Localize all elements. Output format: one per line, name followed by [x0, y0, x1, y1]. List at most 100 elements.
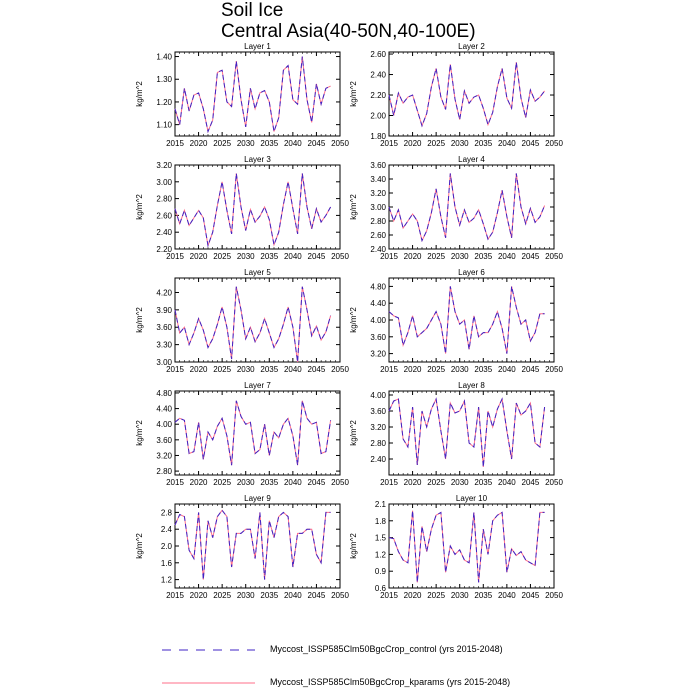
x-tick-label: 2025 [427, 478, 445, 487]
y-tick-label: 4.20 [156, 288, 172, 297]
x-tick-label: 2015 [380, 591, 398, 600]
y-tick-label: 4.40 [156, 405, 172, 414]
y-axis-label: kg/m^2 [349, 194, 358, 220]
x-tick-label: 2050 [331, 591, 349, 600]
x-tick-label: 2020 [190, 478, 208, 487]
y-tick-label: 2.80 [370, 439, 386, 448]
panel-title: Layer 4 [458, 155, 485, 164]
x-tick-label: 2050 [331, 478, 349, 487]
y-tick-label: 2.40 [156, 228, 172, 237]
y-tick-label: 2.4 [161, 525, 173, 534]
x-tick-label: 2045 [522, 365, 540, 374]
series-line-control [388, 173, 546, 243]
x-tick-label: 2040 [498, 478, 516, 487]
x-tick-label: 2040 [284, 365, 302, 374]
x-tick-label: 2040 [284, 252, 302, 261]
series-line-kparams [388, 397, 546, 468]
x-tick-label: 2050 [545, 139, 563, 148]
x-tick-label: 2025 [427, 139, 445, 148]
y-tick-label: 3.40 [370, 175, 386, 184]
x-tick-label: 2020 [404, 139, 422, 148]
x-tick-label: 2040 [498, 365, 516, 374]
y-tick-label: 2.1 [375, 500, 387, 509]
y-tick-label: 3.00 [156, 178, 172, 187]
panel-layer-5: Layer 5 kg/m^2 2015 2020 2025 2030 2035 2040 204… [135, 268, 349, 374]
series-line-control [174, 56, 331, 134]
x-tick-label: 2040 [498, 252, 516, 261]
series-line-control [388, 62, 545, 128]
x-tick-label: 2045 [522, 252, 540, 261]
y-tick-label: 2.80 [156, 195, 172, 204]
series-line-control [174, 509, 331, 580]
series-line-control [388, 286, 545, 354]
panel-frame [388, 164, 555, 250]
panel-layer-10: Layer 10 kg/m^2 2015 2020 2025 2030 2035 2040 20… [349, 494, 563, 600]
y-tick-label: 2.20 [370, 91, 386, 100]
x-tick-label: 2035 [260, 365, 278, 374]
chart-title-block: Soil Ice Central Asia(40-50N,40-100E) [221, 0, 476, 42]
x-tick-label: 2050 [545, 252, 563, 261]
x-tick-label: 2030 [451, 365, 469, 374]
y-tick-label: 1.5 [375, 534, 387, 543]
panel-layer-3: Layer 3 kg/m^2 2015 2020 2025 2030 2035 2040 204… [135, 155, 349, 261]
panel-layer-6: Layer 6 kg/m^2 2015 2020 2025 2030 2035 2040 204… [349, 268, 563, 374]
x-tick-label: 2050 [545, 591, 563, 600]
x-tick-label: 2025 [427, 252, 445, 261]
x-tick-label: 2020 [404, 252, 422, 261]
x-tick-label: 2035 [260, 252, 278, 261]
x-tick-label: 2015 [166, 365, 184, 374]
y-tick-label: 2.40 [370, 71, 386, 80]
panel-layer-8: Layer 8 kg/m^2 2015 2020 2025 2030 2035 2040 204… [349, 381, 563, 487]
series-line-control [174, 286, 332, 363]
panel-frame [174, 390, 341, 476]
series-line-control [174, 400, 332, 466]
y-tick-label: 1.2 [375, 550, 387, 559]
x-tick-label: 2030 [451, 478, 469, 487]
panel-layer-7: Layer 7 kg/m^2 2015 2020 2025 2030 2035 2040 204… [135, 381, 349, 487]
y-tick-label: 3.00 [370, 203, 386, 212]
x-tick-label: 2015 [380, 478, 398, 487]
x-tick-label: 2050 [545, 365, 563, 374]
panel-frame [388, 503, 555, 589]
y-tick-label: 2.00 [370, 112, 386, 121]
y-tick-label: 2.80 [370, 217, 386, 226]
y-tick-label: 2.0 [161, 542, 173, 551]
panel-title: Layer 5 [244, 268, 271, 277]
x-tick-label: 2030 [237, 591, 255, 600]
x-tick-label: 2015 [166, 478, 184, 487]
x-tick-label: 2020 [404, 478, 422, 487]
y-axis-label: kg/m^2 [135, 420, 144, 446]
series-line-control [388, 510, 545, 583]
panel-layer-2: Layer 2 kg/m^2 2015 2020 2025 2030 2035 2040 204… [349, 42, 563, 148]
panel-frame [174, 51, 341, 137]
panel-title: Layer 1 [244, 42, 271, 51]
y-tick-label: 3.60 [370, 161, 386, 170]
y-tick-label: 3.90 [156, 306, 172, 315]
panel-layer-9: Layer 9 kg/m^2 2015 2020 2025 2030 2035 2040 204… [135, 494, 349, 600]
series-line-control [174, 173, 332, 248]
y-tick-label: 1.6 [161, 559, 173, 568]
panel-title: Layer 7 [244, 381, 271, 390]
y-tick-label: 1.20 [156, 98, 172, 107]
y-tick-label: 4.00 [156, 420, 172, 429]
y-tick-label: 3.20 [370, 423, 386, 432]
x-tick-label: 2035 [474, 478, 492, 487]
panel-frame [174, 277, 341, 363]
y-tick-label: 4.40 [370, 299, 386, 308]
x-tick-label: 2045 [308, 252, 326, 261]
y-tick-label: 3.60 [156, 436, 172, 445]
x-tick-label: 2025 [213, 252, 231, 261]
x-tick-label: 2020 [190, 591, 208, 600]
x-tick-label: 2030 [451, 139, 469, 148]
y-tick-label: 3.20 [156, 451, 172, 460]
y-tick-label: 2.60 [370, 50, 386, 59]
x-tick-label: 2030 [451, 591, 469, 600]
y-tick-label: 4.80 [156, 389, 172, 398]
x-tick-label: 2050 [545, 478, 563, 487]
series-line-control [388, 397, 546, 468]
panel-title: Layer 10 [456, 494, 488, 503]
panel-title: Layer 9 [244, 494, 271, 503]
y-tick-label: 4.80 [370, 282, 386, 291]
x-tick-label: 2030 [237, 478, 255, 487]
y-tick-label: 2.40 [370, 455, 386, 464]
